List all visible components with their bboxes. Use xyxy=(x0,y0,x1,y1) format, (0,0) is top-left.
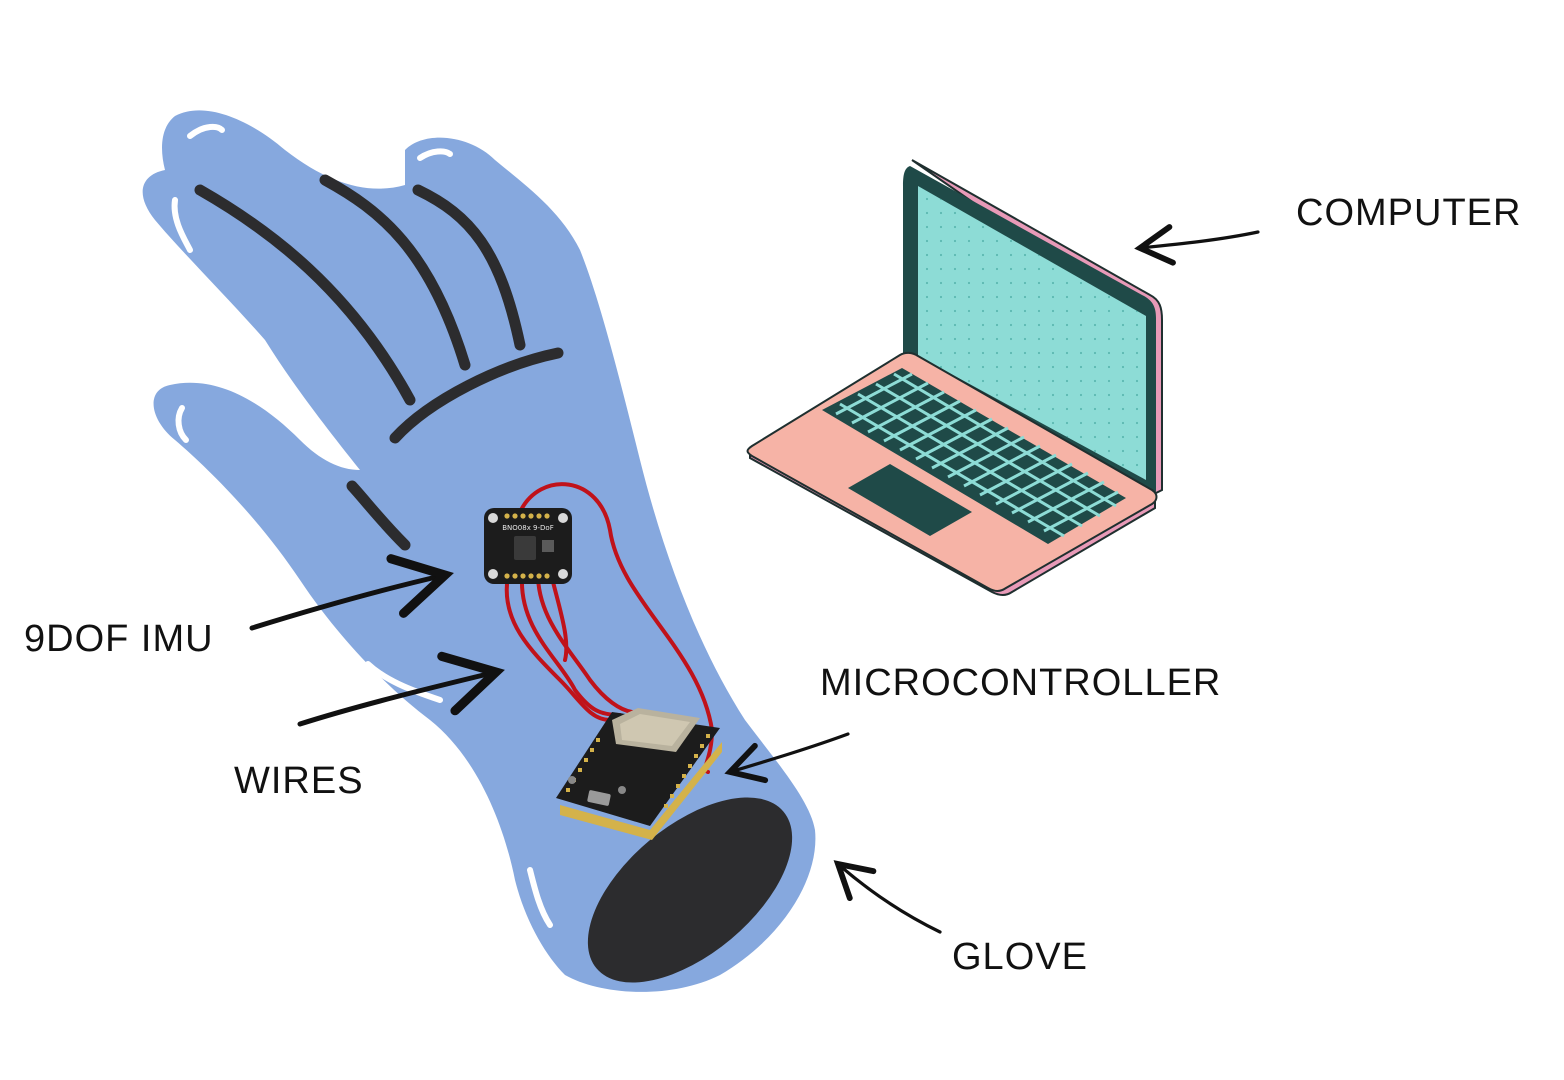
arrow-microcontroller xyxy=(724,732,850,784)
imu-board-text: BNO08x 9-DoF xyxy=(502,524,554,532)
pointer-arrows xyxy=(249,224,1260,934)
arrow-computer xyxy=(1134,224,1260,266)
glove-illustration xyxy=(142,110,816,992)
arrow-wires xyxy=(297,651,505,727)
arrow-imu xyxy=(249,554,454,631)
label-glove: GLOVE xyxy=(952,936,1088,978)
label-microcontroller: MICROCONTROLLER xyxy=(820,662,1222,704)
laptop-trackpad xyxy=(848,464,972,536)
imu-board: BNO08x 9-DoF xyxy=(484,508,572,584)
label-computer: COMPUTER xyxy=(1296,192,1522,234)
label-wires: WIRES xyxy=(234,760,364,802)
arrow-glove xyxy=(833,860,942,934)
microcontroller-board xyxy=(556,708,722,840)
finger-lines xyxy=(194,174,564,551)
laptop-key-lines xyxy=(835,372,1119,538)
label-9dof-imu: 9DOF IMU xyxy=(24,618,214,660)
wires xyxy=(504,482,715,774)
glove-cuff-opening xyxy=(587,797,793,983)
laptop-keyboard xyxy=(822,368,1126,544)
laptop-illustration xyxy=(746,159,1163,596)
